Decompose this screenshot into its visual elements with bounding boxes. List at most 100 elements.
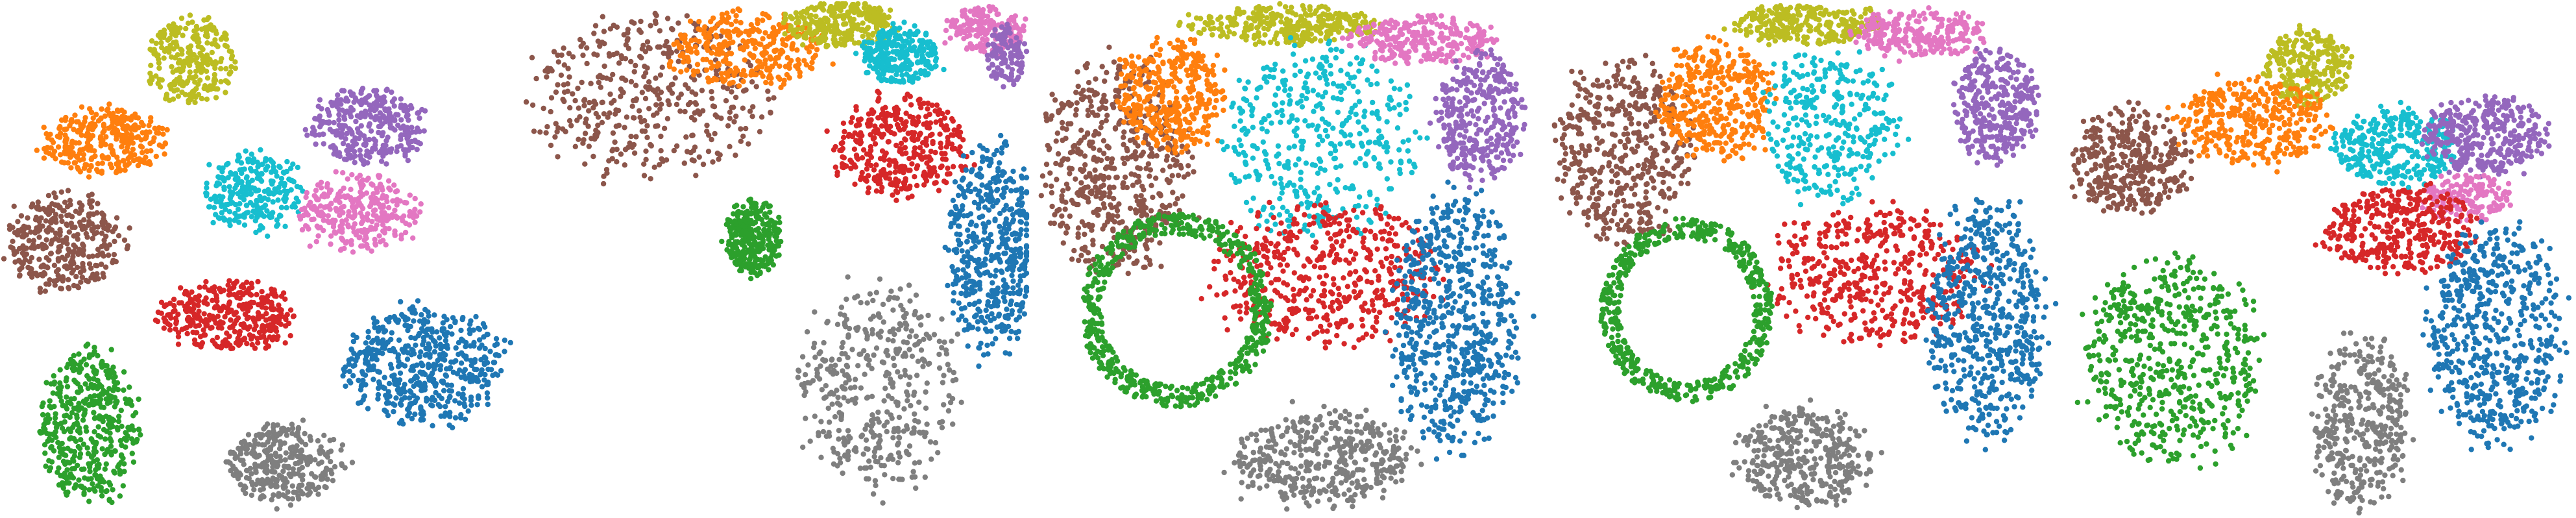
point: [818, 39, 823, 45]
point: [831, 36, 836, 42]
point: [485, 401, 491, 408]
point: [869, 32, 875, 38]
point: [271, 334, 277, 340]
point: [195, 302, 201, 308]
point: [162, 151, 167, 157]
point: [272, 186, 278, 192]
point: [93, 473, 99, 478]
point: [276, 446, 283, 452]
point: [168, 86, 174, 92]
point: [274, 506, 280, 512]
point: [668, 49, 675, 56]
point: [686, 44, 692, 50]
point: [419, 408, 425, 414]
point: [369, 219, 375, 225]
point: [633, 134, 639, 140]
point: [476, 337, 483, 343]
point: [81, 466, 87, 472]
point: [264, 467, 270, 473]
point: [193, 94, 199, 101]
point: [99, 230, 105, 236]
point: [223, 337, 228, 343]
point: [336, 112, 342, 117]
point: [446, 395, 452, 401]
point: [171, 297, 177, 302]
point: [674, 101, 680, 108]
point: [735, 32, 742, 38]
point: [161, 325, 167, 331]
point: [394, 202, 400, 208]
point: [121, 387, 127, 393]
point: [443, 333, 449, 339]
point: [303, 455, 310, 461]
cluster-cyan: [853, 19, 947, 85]
point: [1021, 23, 1027, 29]
point: [349, 460, 356, 465]
point: [703, 67, 709, 73]
point: [306, 226, 311, 232]
point: [724, 86, 731, 92]
point: [304, 190, 310, 196]
point: [771, 95, 777, 101]
point: [404, 114, 409, 119]
point: [324, 106, 330, 113]
point: [234, 214, 240, 220]
point: [319, 121, 324, 127]
point: [17, 267, 23, 273]
point: [760, 36, 766, 42]
point: [884, 22, 891, 28]
point: [372, 236, 378, 243]
point: [869, 18, 875, 23]
point: [380, 187, 385, 193]
point: [370, 182, 376, 188]
point: [969, 27, 976, 33]
point: [121, 469, 127, 475]
point: [925, 39, 930, 45]
point: [610, 130, 616, 136]
point: [196, 308, 202, 314]
point: [204, 185, 210, 191]
point: [67, 436, 73, 442]
point: [650, 87, 656, 93]
point: [908, 61, 915, 68]
point: [221, 217, 227, 223]
point: [241, 222, 248, 228]
point: [269, 299, 274, 306]
point: [875, 60, 882, 66]
point: [140, 130, 145, 136]
point: [799, 25, 805, 31]
point: [363, 235, 369, 241]
point: [462, 403, 468, 410]
point: [433, 343, 439, 349]
point: [58, 286, 64, 291]
point: [321, 432, 327, 438]
point: [415, 298, 421, 304]
point: [889, 40, 895, 46]
point: [468, 394, 474, 400]
point: [182, 303, 188, 310]
point: [383, 242, 389, 248]
point: [375, 385, 382, 391]
point: [252, 438, 258, 443]
point: [110, 147, 115, 153]
point: [335, 92, 341, 98]
point: [372, 325, 378, 330]
point: [369, 149, 374, 154]
point: [879, 65, 884, 71]
point: [801, 58, 807, 64]
point: [949, 21, 955, 28]
point: [485, 332, 491, 338]
point: [95, 201, 101, 206]
point: [709, 95, 715, 101]
point: [91, 124, 97, 130]
point: [367, 93, 372, 99]
point: [605, 114, 611, 120]
point: [279, 426, 285, 432]
point: [969, 43, 975, 49]
point: [42, 288, 49, 294]
point: [377, 239, 383, 245]
point: [47, 251, 54, 257]
point: [586, 143, 592, 149]
point: [102, 466, 108, 472]
point: [234, 473, 240, 479]
